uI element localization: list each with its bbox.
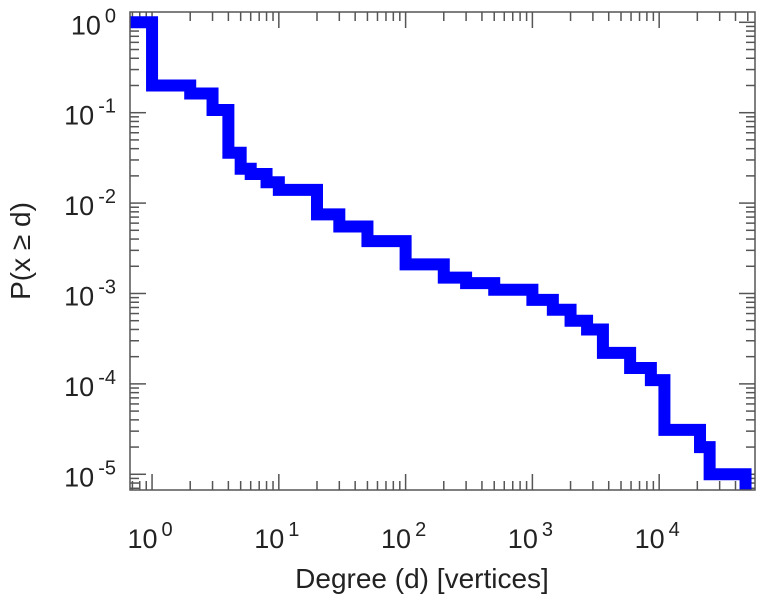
series-line-ccdf [130, 16, 752, 490]
y-tick-label: 10 -5 [64, 457, 116, 492]
x-tick-label: 10 2 [381, 519, 426, 554]
y-tick-label: 10 -1 [64, 96, 116, 131]
y-tick-label: 10 0 [71, 5, 116, 40]
axis-ticks [130, 12, 755, 490]
x-tick-label: 10 1 [254, 519, 299, 554]
y-tick-label: 10 -2 [64, 186, 116, 221]
y-tick-label: 10 -4 [64, 367, 116, 402]
x-axis-title: Degree (d) [vertices] [295, 563, 549, 594]
x-tick-labels: 10 0 10 1 10 2 10 3 10 4 [127, 519, 679, 554]
y-axis-title: P(x ≥ d) [5, 202, 36, 300]
x-tick-label: 10 3 [508, 519, 553, 554]
plot-frame [129, 11, 756, 491]
y-tick-label: 10 -3 [64, 276, 116, 311]
x-tick-label: 10 4 [635, 519, 680, 554]
x-tick-label: 10 0 [127, 519, 172, 554]
